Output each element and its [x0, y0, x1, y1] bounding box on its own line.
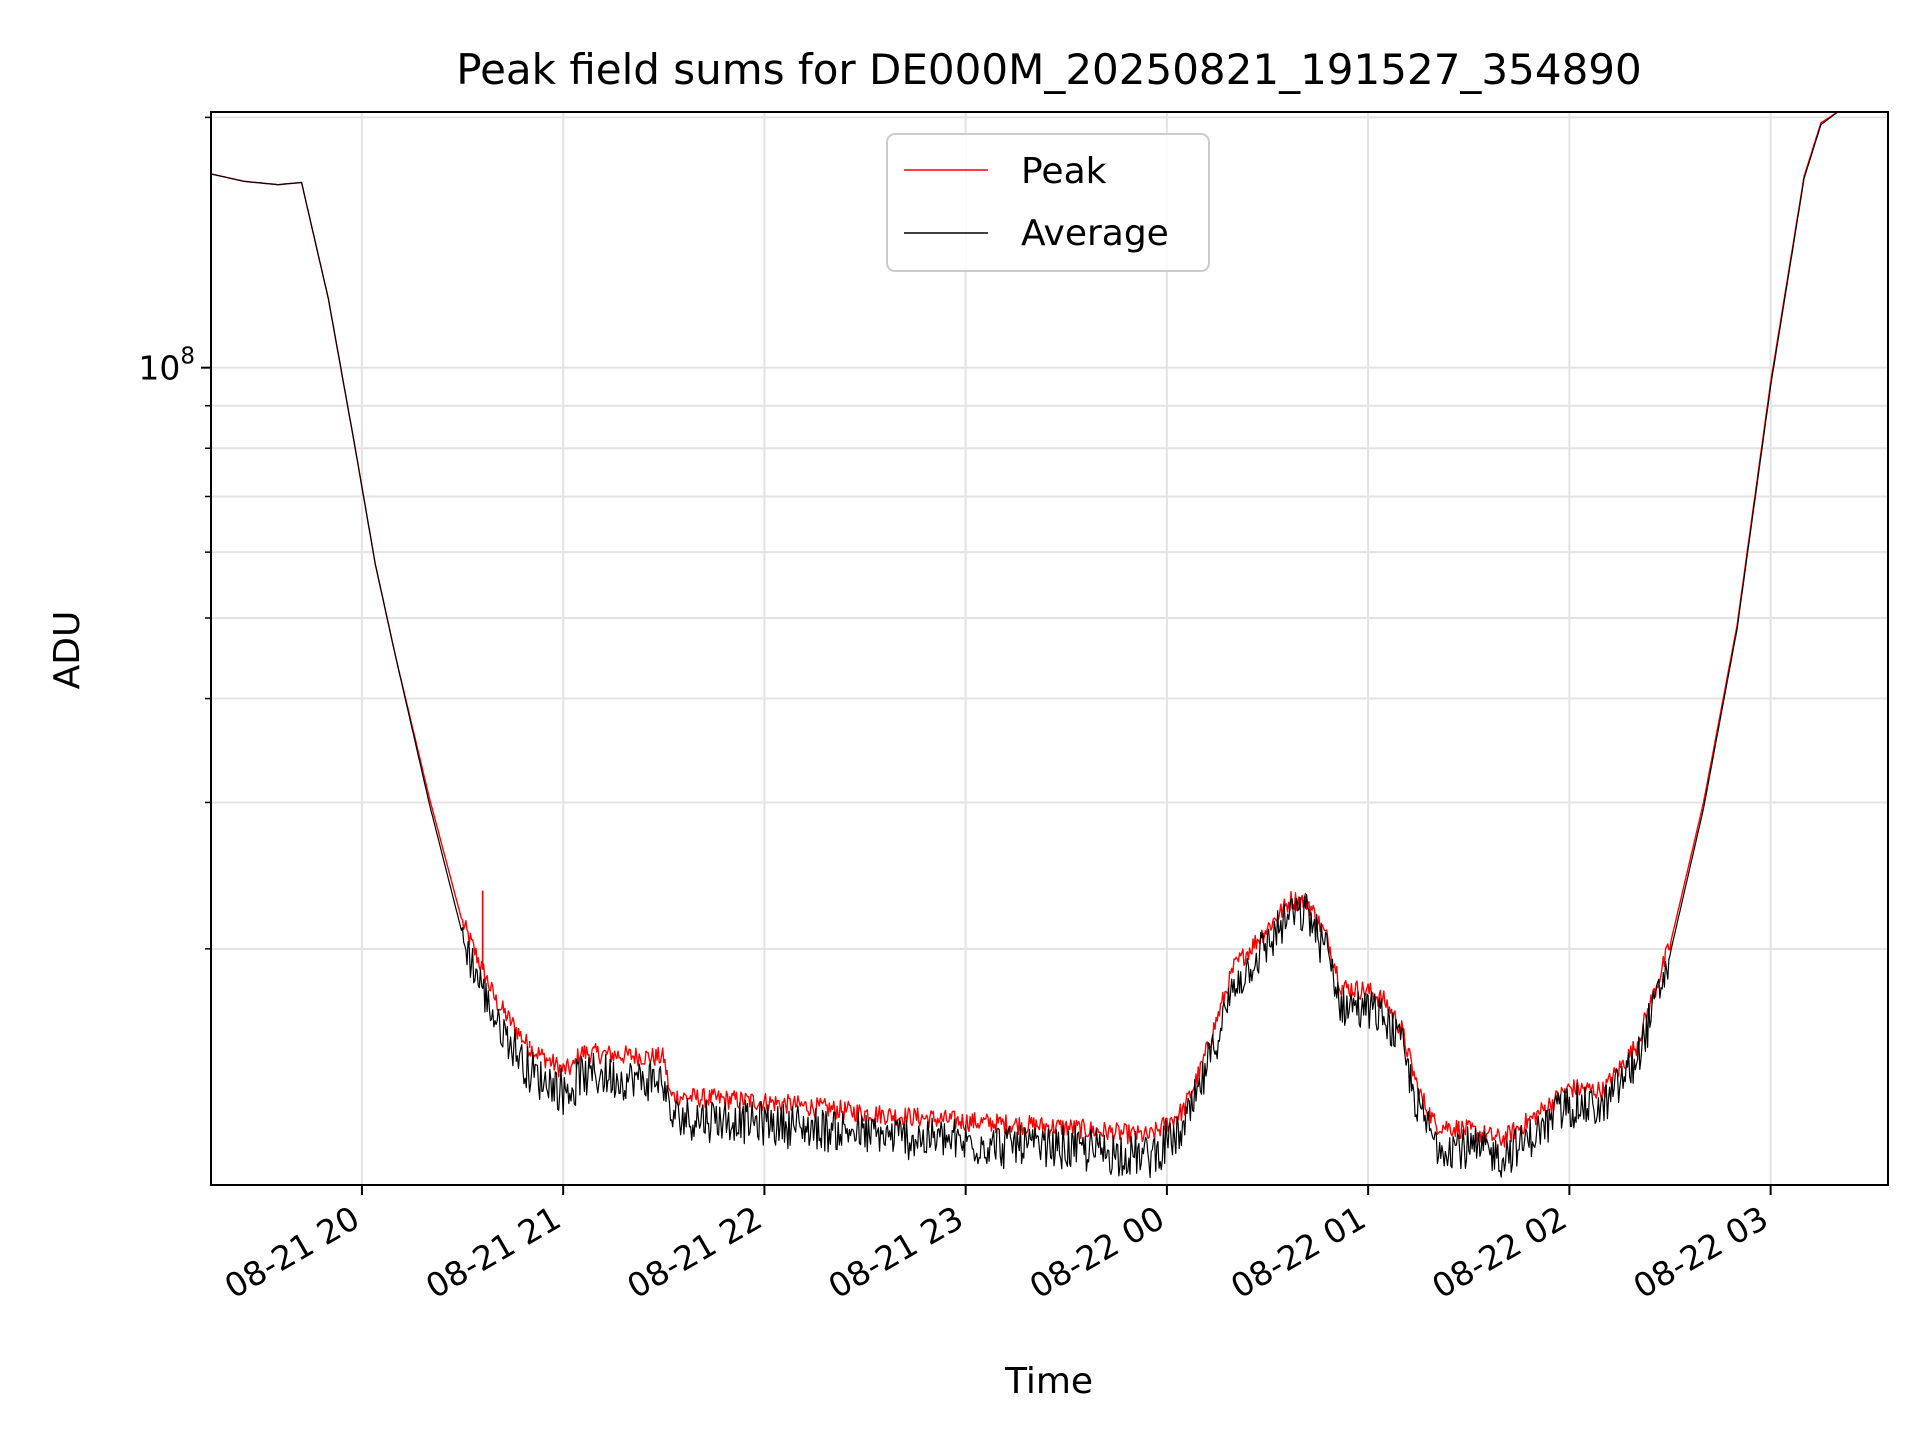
- y-tick-exponent: 8: [180, 344, 195, 370]
- grid-lines: [211, 112, 1888, 1185]
- y-tick-label: 108: [138, 344, 195, 388]
- legend: Peak Average: [886, 133, 1210, 272]
- chart-title: Peak field sums for DE000M_20250821_1915…: [456, 45, 1642, 94]
- y-axis-label: ADU: [47, 611, 88, 690]
- legend-box: [886, 133, 1210, 272]
- series-line-average: [210, 111, 1888, 1179]
- legend-peak-label: Peak: [1021, 151, 1107, 192]
- plot-area-frame: [210, 111, 1889, 1186]
- legend-average-label: Average: [1021, 213, 1169, 254]
- y-tick-base: 10: [138, 349, 180, 388]
- series-layer: [210, 111, 1888, 1179]
- y-axis-ticks: 108: [138, 116, 211, 950]
- x-axis-label: Time: [1004, 1361, 1093, 1402]
